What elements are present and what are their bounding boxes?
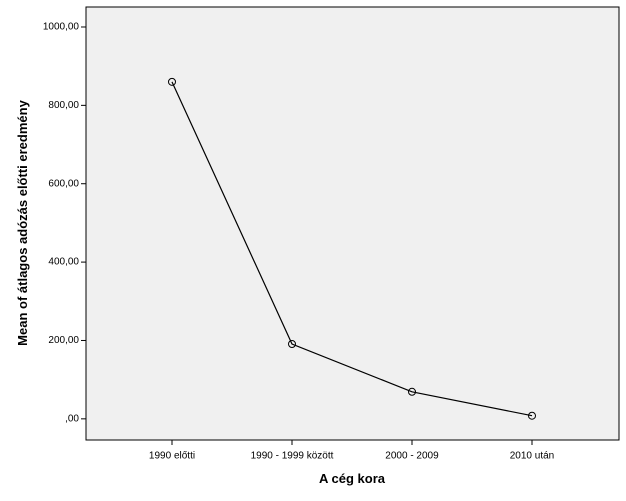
x-tick-label: 1990 - 1999 között xyxy=(251,451,334,462)
y-tick-label: 200,00 xyxy=(48,335,79,346)
x-axis-title: A cég kora xyxy=(319,471,386,486)
x-tick-label: 2010 után xyxy=(510,451,555,462)
point xyxy=(528,411,536,420)
y-tick-label: 1000,00 xyxy=(43,22,80,33)
y-tick-label: ,00 xyxy=(65,413,79,424)
point xyxy=(408,387,416,396)
x-tick-label: 2000 - 2009 xyxy=(385,451,439,462)
y-tick-label: 400,00 xyxy=(48,257,79,268)
y-tick-label: 600,00 xyxy=(48,178,79,189)
y-axis-title: Mean of átlagos adózás előtti eredmény xyxy=(15,99,30,345)
point xyxy=(288,339,296,348)
y-tick-label: 800,00 xyxy=(48,100,79,111)
plot-area xyxy=(85,6,620,441)
line xyxy=(171,81,533,417)
point xyxy=(168,77,176,86)
x-tick-label: 1990 előtti xyxy=(149,451,195,462)
